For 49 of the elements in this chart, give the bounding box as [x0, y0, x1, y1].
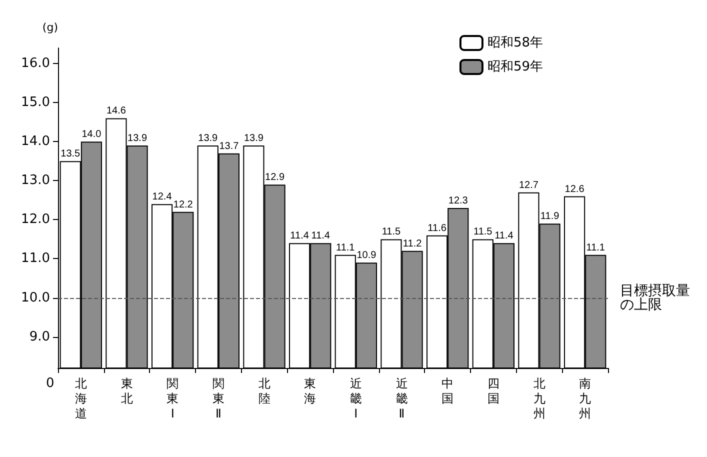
- data-label: 11.6: [428, 222, 447, 234]
- data-label: 12.9: [265, 172, 285, 184]
- y-tick-label: 10.0: [21, 290, 50, 306]
- text: 0: [46, 376, 54, 391]
- x-tick-label: 北陸: [258, 376, 270, 406]
- x-tick-label: 東海: [304, 376, 316, 406]
- data-label: 11.9: [540, 211, 560, 222]
- legend-label: 昭和59年: [487, 60, 544, 74]
- data-label: 11.5: [382, 226, 401, 238]
- x-tick-label: 北海道: [74, 376, 87, 420]
- data-label: 10.9: [356, 250, 377, 262]
- y-tick-label: 15.0: [21, 95, 50, 110]
- y-tick-label: 9.0: [29, 329, 50, 344]
- y-tick-label: 11.0: [21, 251, 50, 266]
- x-tick-label: 東北: [120, 376, 133, 406]
- data-label: 12.4: [152, 192, 172, 203]
- data-label: 13.7: [219, 140, 240, 152]
- y-tick-label: 16.0: [21, 56, 50, 72]
- data-label: 13.9: [244, 133, 264, 144]
- data-label: 11.1: [586, 242, 606, 254]
- data-label: 11.4: [494, 230, 514, 242]
- data-label: 14.0: [82, 129, 102, 140]
- x-tick-label: 関東Ⅱ: [212, 376, 224, 420]
- data-label: 13.9: [198, 133, 218, 144]
- x-tick-label: 近畿Ⅰ: [350, 376, 362, 420]
- data-label: 14.6: [106, 106, 126, 117]
- x-tick-label: 四国: [487, 376, 500, 406]
- x-tick-label: 北九州: [533, 376, 546, 420]
- y-tick-label: 13.0: [21, 173, 50, 188]
- data-label: 12.7: [518, 180, 539, 191]
- x-tick-label: 近畿Ⅱ: [396, 376, 408, 420]
- data-label: 11.1: [336, 242, 356, 254]
- legend-label: 昭和58年: [487, 36, 544, 50]
- data-label: 11.5: [474, 226, 493, 238]
- y-tick-label: 12.0: [21, 212, 50, 228]
- data-label: 12.6: [564, 184, 585, 195]
- data-label: 13.9: [128, 133, 148, 144]
- data-label: 11.4: [290, 230, 310, 242]
- ref-line-label: 目標摂取量の上限: [620, 282, 690, 313]
- data-label: 11.4: [311, 230, 330, 242]
- x-tick-label: 関東Ⅰ: [166, 376, 179, 420]
- data-label: 12.3: [448, 196, 468, 206]
- data-label: 11.2: [402, 238, 422, 250]
- x-tick-label: 中国: [442, 376, 454, 406]
- y-axis-title: (g): [42, 21, 58, 34]
- y-tick-label: 14.0: [21, 134, 50, 150]
- data-label: 12.2: [173, 199, 194, 210]
- data-label: 13.5: [60, 148, 81, 160]
- x-tick-label: 南九州: [579, 376, 592, 420]
